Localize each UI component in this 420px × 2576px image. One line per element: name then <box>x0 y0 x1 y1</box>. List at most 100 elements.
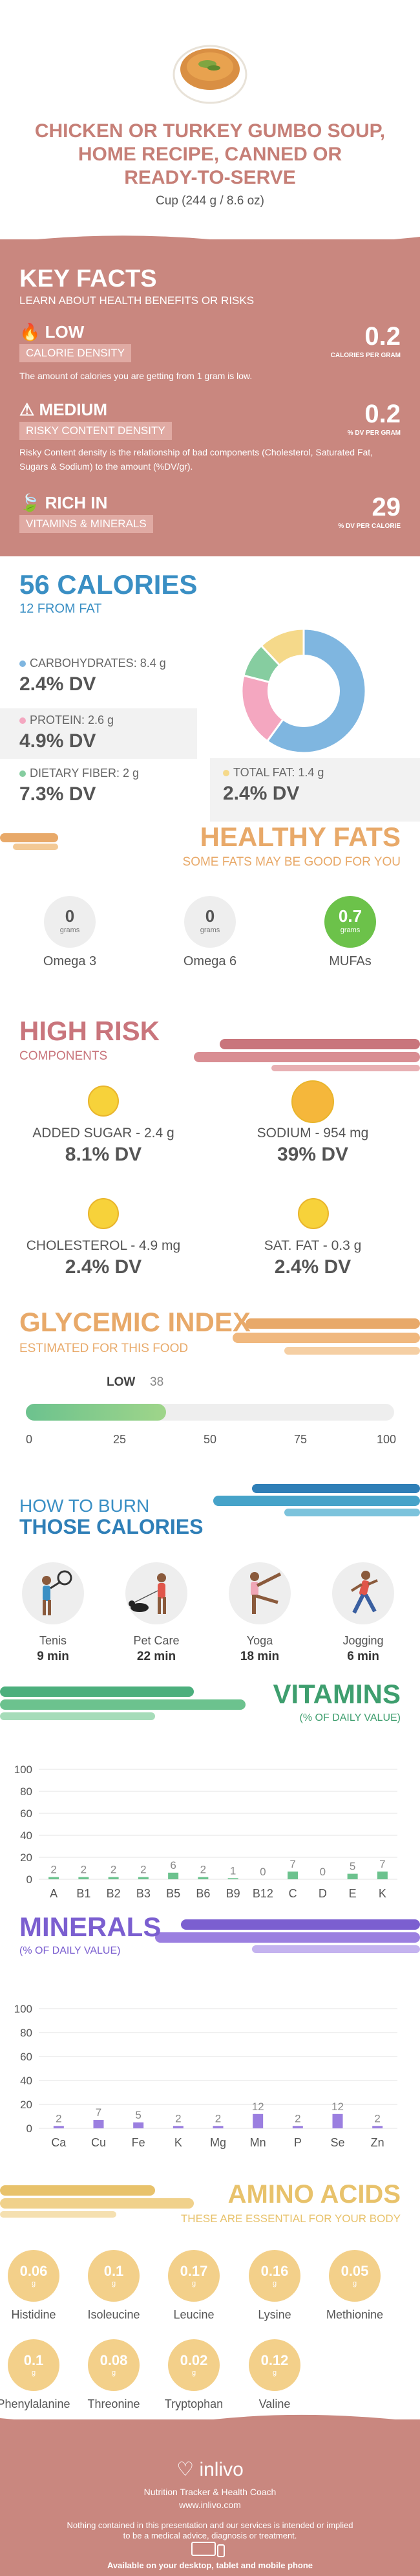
tennis-label: Tenis <box>39 1634 67 1647</box>
sodium-dv: 39% DV <box>277 1144 349 1165</box>
bar-value-label: 5 <box>135 2109 141 2121</box>
risky-density-desc: Risky Content density is the relationshi… <box>19 447 373 472</box>
bar-B3 <box>138 1877 149 1879</box>
fiber-dv: 7.3% DV <box>19 783 96 805</box>
x-tick-label: Mg <box>210 2136 226 2149</box>
bar-value-label: 12 <box>331 2101 344 2113</box>
decor-stripes-right <box>194 1039 420 1071</box>
amino-circle-lysine: 0.16 g <box>249 2250 300 2302</box>
soup-bowl-icon <box>173 45 247 104</box>
amino-value: 0.08 <box>100 2352 128 2368</box>
y-tick-label: 100 <box>14 2003 32 2015</box>
amino-label-histidine: Histidine <box>11 2308 56 2321</box>
bar-P <box>292 2126 303 2128</box>
fat-dot <box>223 770 229 776</box>
heart-icon: ♡ <box>176 2459 194 2480</box>
calorie-density-label: CALORIE DENSITY <box>19 344 132 362</box>
bar-B1 <box>78 1877 89 1879</box>
burn-title-line2: THOSE CALORIES <box>19 1515 204 1538</box>
glycemic-tick: 0 <box>25 1433 33 1446</box>
warning-icon: ⚠ <box>19 400 35 419</box>
protein-label: PROTEIN: 2.6 g <box>30 714 114 726</box>
carbs-label: CARBOHYDRATES: 8.4 g <box>30 657 166 670</box>
bar-E <box>347 1873 358 1879</box>
amino-value: 0.1 <box>103 2263 124 2279</box>
x-tick-label: Ca <box>51 2136 67 2149</box>
food-title: CHICKEN OR TURKEY GUMBO SOUP, HOME RECIP… <box>34 120 386 188</box>
bar-B5 <box>168 1872 179 1879</box>
amino-label-isoleucine: Isoleucine <box>87 2308 140 2321</box>
amino-unit: g <box>352 2280 357 2287</box>
key-facts-title: KEY FACTS <box>19 265 157 292</box>
vitamins-section: VITAMINS (% OF DAILY VALUE) 0 20 40 60 80 100… <box>0 1679 420 1908</box>
minerals-subtitle: (% OF DAILY VALUE) <box>19 1945 121 1956</box>
glycemic-index-section: GLYCEMIC INDEX ESTIMATED FOR THIS FOOD L… <box>0 1307 420 1468</box>
calories-from-fat: 12 FROM FAT <box>19 602 102 616</box>
bar-Fe <box>133 2122 144 2128</box>
glycemic-level: LOW <box>107 1375 136 1389</box>
footer-url[interactable]: www.inlivo.com <box>179 2500 241 2510</box>
x-tick-label: B9 <box>226 1887 240 1900</box>
calories-title: 56 CALORIES <box>19 569 198 600</box>
glycemic-fill <box>26 1404 166 1421</box>
amino-unit: g <box>272 2280 277 2287</box>
x-tick-label: K <box>174 2136 182 2149</box>
decor-stripes-right <box>213 1484 420 1516</box>
minerals-section: MINERALS (% OF DAILY VALUE) 0 20 40 60 80 100… <box>0 1912 420 2170</box>
glycemic-tick: 100 <box>376 1433 397 1446</box>
x-tick-label: B3 <box>136 1887 151 1900</box>
flame-icon: 🔥 <box>19 322 41 342</box>
x-tick-label: A <box>50 1887 58 1900</box>
amino-value: 0.17 <box>180 2263 208 2279</box>
amino-unit: g <box>31 2369 36 2377</box>
x-tick-label: B6 <box>196 1887 210 1900</box>
rich-in-level: 🍃 RICH IN <box>19 493 108 512</box>
minerals-bar-chart: 0 20 40 60 80 100 2 Ca 7 Cu 5 Fe 2 K 2 Mg 12 Mn 2 P 12 Se 2 Zn <box>14 2003 397 2149</box>
fat-box: TOTAL FAT: 1.4 g 2.4% DV <box>210 758 420 822</box>
calorie-density-unit: CALORIES PER GRAM <box>330 352 401 359</box>
risky-density-value: 0.2 <box>364 400 401 428</box>
decor-stripes-left <box>0 833 58 850</box>
rich-in-label: VITAMINS & MINERALS <box>19 515 153 533</box>
yoga-icon <box>229 1562 291 1624</box>
x-tick-label: Cu <box>91 2136 106 2149</box>
sat-fat-dv: 2.4% DV <box>274 1256 352 1278</box>
x-tick-label: B12 <box>253 1887 273 1900</box>
x-tick-label: Zn <box>371 2136 384 2149</box>
y-tick-label: 60 <box>20 2051 32 2063</box>
x-tick-label: D <box>319 1887 327 1900</box>
y-tick-label: 100 <box>14 1763 32 1776</box>
y-tick-label: 80 <box>20 2027 32 2039</box>
cholesterol-label: CHOLESTEROL - 4.9 mg <box>26 1238 181 1253</box>
burn-title-line1: HOW TO BURN <box>19 1496 150 1516</box>
amino-title: AMINO ACIDS <box>227 2180 401 2209</box>
rich-in-value: 29 <box>372 493 401 521</box>
smiley-icon <box>88 1086 119 1117</box>
bar-value-label: 7 <box>96 2106 101 2119</box>
protein-dv: 4.9% DV <box>19 730 96 752</box>
bar-B2 <box>108 1877 119 1879</box>
amino-unit: g <box>191 2280 196 2287</box>
bar-value-label: 2 <box>374 2112 380 2124</box>
amino-label-methionine: Methionine <box>326 2308 384 2321</box>
amino-value: 0.16 <box>260 2263 289 2279</box>
footer-available: Available on your desktop, tablet and mo… <box>107 2560 313 2570</box>
added-sugar-label: ADDED SUGAR - 2.4 g <box>32 1126 174 1141</box>
glycemic-title: GLYCEMIC INDEX <box>19 1307 251 1337</box>
key-facts-section: KEY FACTS LEARN ABOUT HEALTH BENEFITS OR… <box>0 235 420 556</box>
amino-unit: g <box>31 2280 36 2287</box>
header: CHICKEN OR TURKEY GUMBO SOUP, HOME RECIP… <box>0 0 420 239</box>
bar-Zn <box>372 2126 383 2128</box>
amino-circle-histidine: 0.06 g <box>8 2250 59 2302</box>
smiley-icon <box>291 1080 334 1123</box>
amino-label-threonine: Threonine <box>87 2397 140 2410</box>
omega3-label: Omega 3 <box>43 954 97 968</box>
y-tick-label: 0 <box>26 1873 32 1886</box>
yoga-minutes: 18 min <box>240 1650 280 1663</box>
amino-acids-section: AMINO ACIDS THESE ARE ESSENTIAL FOR YOUR… <box>0 2180 420 2413</box>
y-tick-label: 40 <box>20 1829 32 1842</box>
y-tick-label: 20 <box>20 1851 32 1864</box>
sodium-label: SODIUM - 954 mg <box>257 1126 369 1141</box>
bar-value-label: 5 <box>350 1861 355 1873</box>
fat-dv: 2.4% DV <box>223 783 300 804</box>
